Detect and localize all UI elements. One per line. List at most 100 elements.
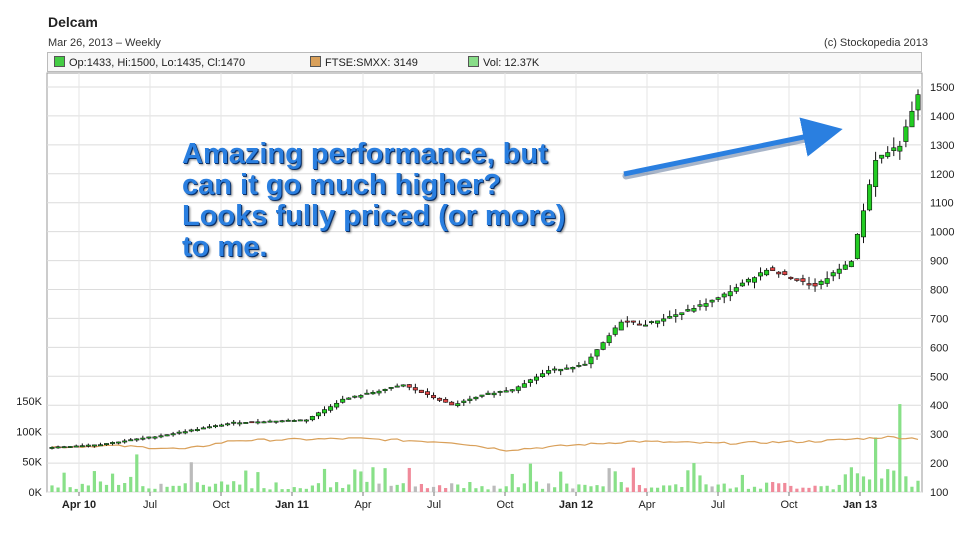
x-tick-label: Jul [711,499,725,511]
candle-body [182,431,188,434]
volume-bar [631,467,635,492]
candle-body [418,389,424,393]
volume-bar [456,484,460,492]
volume-bar [765,482,769,492]
volume-bar [425,488,430,492]
volume-bar [861,476,866,492]
candle-body [624,320,630,323]
candle-body [285,419,291,422]
candle-body [303,419,309,422]
price-tick-label: 200 [930,458,948,470]
candle-body [552,368,558,371]
candle-body [885,152,891,157]
candle-body [751,277,757,283]
volume-bar [226,484,230,492]
candle-body [721,293,727,298]
candle-body [897,145,903,152]
volume-bar [777,483,781,492]
legend-index-swatch [310,56,321,67]
volume-bar [734,487,738,492]
volume-tick-label: 100K [16,426,42,438]
annotation-arrow [623,117,843,177]
candle-body [891,147,897,151]
volume-bar [740,474,744,492]
candle-body [558,368,564,372]
annotation-line: can it go much higher? [182,169,502,201]
candle-body [152,436,158,439]
candle-body [879,154,885,159]
volume-bar [916,480,920,492]
candle-body [358,395,364,398]
volume-bar [304,488,308,492]
volume-bar [401,483,405,492]
candle-body [794,278,800,281]
candle-body [515,386,521,391]
volume-bar [668,485,672,492]
candle-body [128,439,134,442]
volume-bar [892,470,896,492]
volume-bar [904,476,908,492]
volume-bar [771,482,775,492]
volume-bar [704,484,708,492]
volume-bar [68,487,72,492]
volume-bar [310,485,315,492]
x-tick-label: Jan 12 [559,499,593,511]
volume-bar [746,488,751,492]
candle-body [612,327,618,335]
index-line [51,435,919,452]
annotation-line: to me. [182,231,268,263]
price-tick-label: 900 [930,256,948,268]
volume-bar [546,483,551,492]
price-tick-label: 1200 [930,169,954,181]
candle-body [237,422,243,425]
price-tick-label: 300 [930,429,948,441]
volume-bar [643,488,648,492]
candle-body [503,390,509,393]
candle-body [685,309,691,312]
volume-bar [571,488,575,492]
volume-bar [395,484,399,492]
x-tick-label: Jul [143,499,157,511]
volume-bar [292,487,296,492]
volume-bar [383,468,387,492]
candle-body [140,437,146,440]
volume-bar [256,472,260,492]
volume-bar [504,486,508,492]
price-tick-label: 1400 [930,111,954,123]
candle-body [824,278,830,284]
candle-body [909,110,915,128]
volume-bar [492,485,496,492]
volume-bar [431,486,436,492]
candle-body [527,379,533,383]
candle-body [533,376,539,381]
candle-body [382,388,388,392]
volume-bar [528,463,533,492]
volume-bar [250,488,254,492]
volume-bar [450,483,454,492]
volume-bar [141,486,145,492]
volume-bar [601,486,605,492]
candle-body [110,442,116,444]
candle-body [854,233,860,259]
candle-body [364,392,370,395]
volume-bar [510,473,514,492]
legend-price: Op:1433, Hi:1500, Lo:1435, Cl:1470 [54,56,245,69]
volume-bar [752,486,757,492]
volume-bar [201,484,205,492]
volume-bar [286,489,290,492]
candle-body [727,291,733,297]
candle-body [279,420,285,423]
candle-body [104,443,110,445]
candle-body [67,446,73,448]
volume-bar [147,488,151,492]
volume-bar [213,483,218,492]
volume-bar [183,483,187,492]
candle-body [764,269,770,276]
legend-volume: Vol: 12.37K [468,56,539,69]
volume-bar [274,482,278,492]
volume-bar [377,483,381,492]
volume-bar [758,488,763,492]
volume-bar [855,473,860,492]
volume-bar [874,437,878,492]
volume-bar [444,488,448,492]
